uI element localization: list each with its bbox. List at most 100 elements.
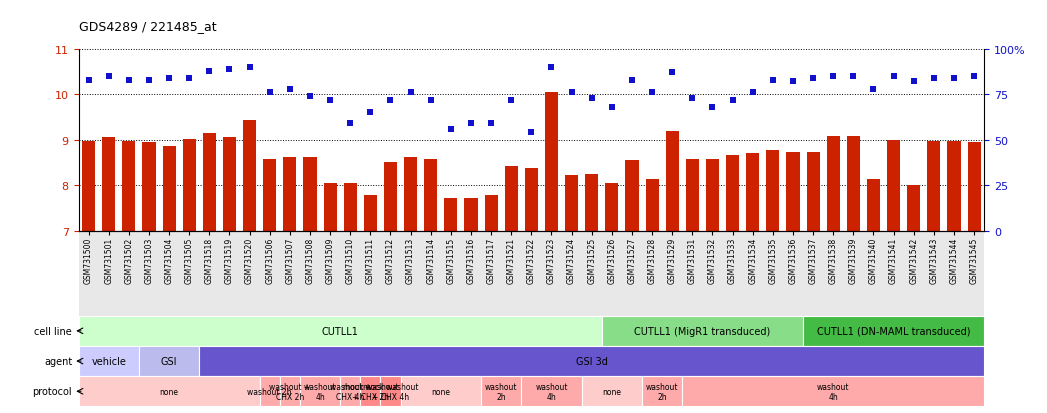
Bar xyxy=(122,142,135,231)
Bar xyxy=(82,142,95,231)
Bar xyxy=(384,162,397,231)
Point xyxy=(603,104,620,111)
Point xyxy=(341,121,358,127)
Bar xyxy=(404,158,417,231)
Point xyxy=(522,130,540,136)
Text: none: none xyxy=(602,387,621,396)
Point xyxy=(965,74,982,80)
Point xyxy=(101,74,117,80)
Bar xyxy=(505,167,518,231)
Bar xyxy=(948,142,960,231)
Text: none: none xyxy=(431,387,450,396)
Bar xyxy=(243,121,257,231)
Text: CUTLL1 (DN-MAML transduced): CUTLL1 (DN-MAML transduced) xyxy=(817,326,971,336)
Text: washout
4h: washout 4h xyxy=(535,382,567,401)
Point xyxy=(664,70,681,76)
Point xyxy=(362,110,379,116)
Point xyxy=(140,77,157,84)
Point xyxy=(221,66,238,73)
Bar xyxy=(444,198,458,231)
Bar xyxy=(747,153,759,231)
Bar xyxy=(142,142,156,231)
Point xyxy=(684,95,700,102)
Point xyxy=(644,90,661,97)
Bar xyxy=(304,157,316,231)
Bar xyxy=(544,93,558,231)
Point xyxy=(885,74,901,80)
Point xyxy=(443,126,460,133)
Point xyxy=(282,86,298,93)
Bar xyxy=(263,160,276,231)
Bar xyxy=(625,161,639,231)
Point xyxy=(241,64,258,71)
Bar xyxy=(343,183,357,231)
Bar xyxy=(223,137,236,231)
Point xyxy=(926,75,942,82)
Text: washout
4h: washout 4h xyxy=(817,382,849,401)
Bar xyxy=(786,153,800,231)
Point xyxy=(704,104,720,111)
Bar xyxy=(646,180,659,231)
Text: washout +
CHX 4h: washout + CHX 4h xyxy=(330,382,371,401)
Text: protocol: protocol xyxy=(32,386,72,396)
Point xyxy=(483,121,499,127)
Bar xyxy=(928,142,940,231)
Point xyxy=(302,93,318,100)
Bar xyxy=(424,160,438,231)
Point xyxy=(624,77,641,84)
Bar xyxy=(605,183,619,231)
Point xyxy=(201,68,218,75)
Point xyxy=(764,77,781,84)
Point xyxy=(382,97,399,104)
Point xyxy=(181,75,198,82)
Bar xyxy=(284,158,296,231)
Text: CUTLL1 (MigR1 transduced): CUTLL1 (MigR1 transduced) xyxy=(634,326,771,336)
Text: cell line: cell line xyxy=(35,326,72,336)
Bar xyxy=(766,150,779,231)
Bar xyxy=(967,143,981,231)
Point xyxy=(321,97,338,104)
Point xyxy=(402,90,419,97)
Bar xyxy=(666,131,678,231)
Point xyxy=(422,97,439,104)
Point xyxy=(120,77,137,84)
Point xyxy=(160,75,177,82)
Bar xyxy=(726,155,739,231)
Point xyxy=(543,64,560,71)
Text: washout
2h: washout 2h xyxy=(485,382,517,401)
Text: washout 2h: washout 2h xyxy=(247,387,292,396)
Bar xyxy=(465,198,477,231)
Point xyxy=(563,90,580,97)
Point xyxy=(503,97,519,104)
Point xyxy=(583,95,600,102)
Text: washout
2h: washout 2h xyxy=(646,382,678,401)
Point xyxy=(463,121,480,127)
Bar xyxy=(907,186,920,231)
Bar xyxy=(867,180,881,231)
Point xyxy=(845,74,862,80)
Bar xyxy=(363,196,377,231)
Point xyxy=(81,77,97,84)
Bar xyxy=(706,159,719,231)
Point xyxy=(805,75,822,82)
Bar xyxy=(806,153,820,231)
Bar xyxy=(103,137,115,231)
Bar xyxy=(847,137,860,231)
Text: none: none xyxy=(159,387,179,396)
Point xyxy=(865,86,882,93)
Bar xyxy=(887,140,900,231)
Point xyxy=(906,79,922,85)
Text: vehicle: vehicle xyxy=(91,356,126,366)
Bar xyxy=(585,174,598,231)
Bar xyxy=(565,176,578,231)
Text: mock washout
+ CHX 4h: mock washout + CHX 4h xyxy=(362,382,418,401)
Bar xyxy=(827,137,840,231)
Text: washout
4h: washout 4h xyxy=(304,382,336,401)
Bar xyxy=(162,146,176,231)
Text: CUTLL1: CUTLL1 xyxy=(321,326,358,336)
Bar xyxy=(686,160,699,231)
Bar xyxy=(182,140,196,231)
Point xyxy=(945,75,962,82)
Bar xyxy=(485,196,497,231)
Point xyxy=(744,90,761,97)
